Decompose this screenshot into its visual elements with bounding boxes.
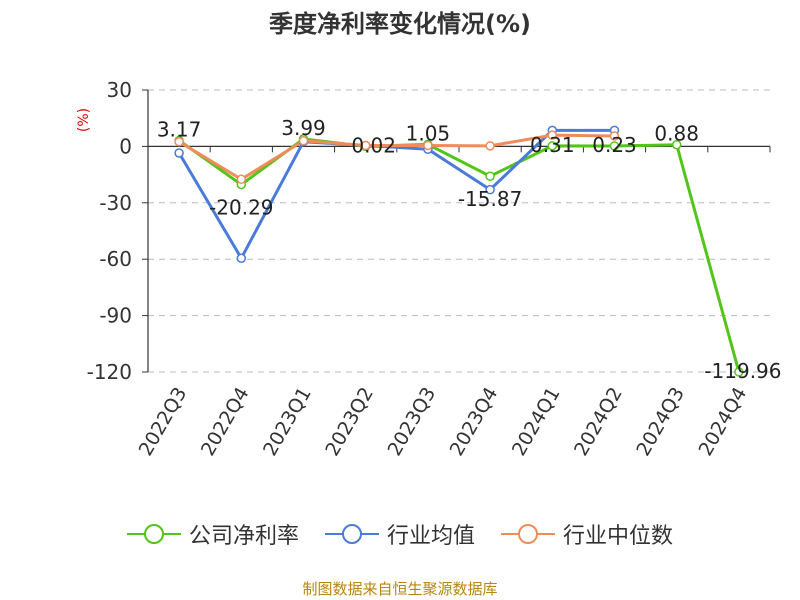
legend-label-median: 行业中位数 (563, 524, 674, 549)
legend-label-mean: 行业均值 (386, 524, 475, 549)
series-point-2 (423, 140, 433, 151)
legend-label-company: 公司净利率 (188, 524, 299, 549)
x-tick-label: 2024Q1 (508, 384, 565, 460)
data-label: 0.31 (530, 133, 575, 157)
series-point-1 (174, 148, 184, 158)
x-tick-label: 2023Q2 (321, 384, 378, 460)
data-label: 3.17 (157, 117, 202, 141)
y-tick-label: -30 (99, 191, 132, 215)
y-tick-label: -90 (99, 304, 132, 328)
legend-item-industry-mean[interactable]: 行业均值 (324, 518, 475, 550)
chart-title: 季度净利率变化情况(%) (269, 10, 531, 38)
y-tick-label: -120 (87, 360, 132, 384)
y-tick-label: -60 (99, 247, 132, 271)
series-line-0 (178, 137, 741, 373)
series-point-1 (485, 184, 495, 195)
data-label: 0.88 (654, 122, 699, 146)
source-note: 制图数据来自恒生聚源数据库 (302, 580, 498, 598)
legend-item-industry-median[interactable]: 行业中位数 (501, 518, 673, 550)
legend-swatch-median-icon (501, 524, 555, 544)
series-point-2 (609, 131, 620, 141)
series-point-2 (547, 130, 558, 140)
series-line-1 (177, 128, 615, 262)
series-point-2 (174, 136, 184, 147)
data-label: -119.96 (704, 359, 781, 383)
x-tick-label: 2023Q1 (259, 384, 316, 460)
x-tick-label: 2022Q3 (135, 384, 192, 460)
legend-swatch-company-icon (126, 524, 181, 544)
data-label: 0.02 (351, 133, 396, 157)
series-line-2 (178, 133, 615, 182)
series-point-0 (547, 141, 558, 151)
data-label: 3.99 (281, 116, 326, 140)
legend: 公司净利率 行业均值 行业中位数 (0, 518, 800, 550)
x-tick-label: 2024Q3 (632, 384, 689, 460)
series-point-0 (734, 367, 744, 377)
data-label: -15.87 (458, 187, 522, 211)
x-tick-label: 2023Q3 (383, 384, 440, 460)
x-tick-label: 2024Q4 (694, 384, 751, 460)
x-tick-label: 2023Q4 (446, 383, 503, 459)
series-point-2 (298, 136, 309, 146)
x-tick-label: 2024Q2 (570, 384, 627, 460)
x-tick-label: 2022Q4 (197, 384, 254, 460)
legend-swatch-mean-icon (324, 524, 379, 544)
series-point-0 (485, 171, 495, 181)
series-point-0 (609, 141, 620, 151)
series-point-2 (485, 141, 495, 151)
y-tick-label: 30 (107, 78, 132, 102)
series-point-1 (236, 253, 247, 264)
data-label: 1.05 (406, 121, 451, 145)
legend-item-company-net-margin[interactable]: 公司净利率 (126, 518, 299, 550)
series-point-0 (671, 139, 682, 150)
data-label: -20.29 (209, 196, 273, 220)
series-point-2 (360, 140, 371, 151)
data-label: 0.23 (592, 133, 637, 157)
y-tick-label: 0 (119, 134, 132, 158)
series-point-2 (236, 174, 247, 185)
